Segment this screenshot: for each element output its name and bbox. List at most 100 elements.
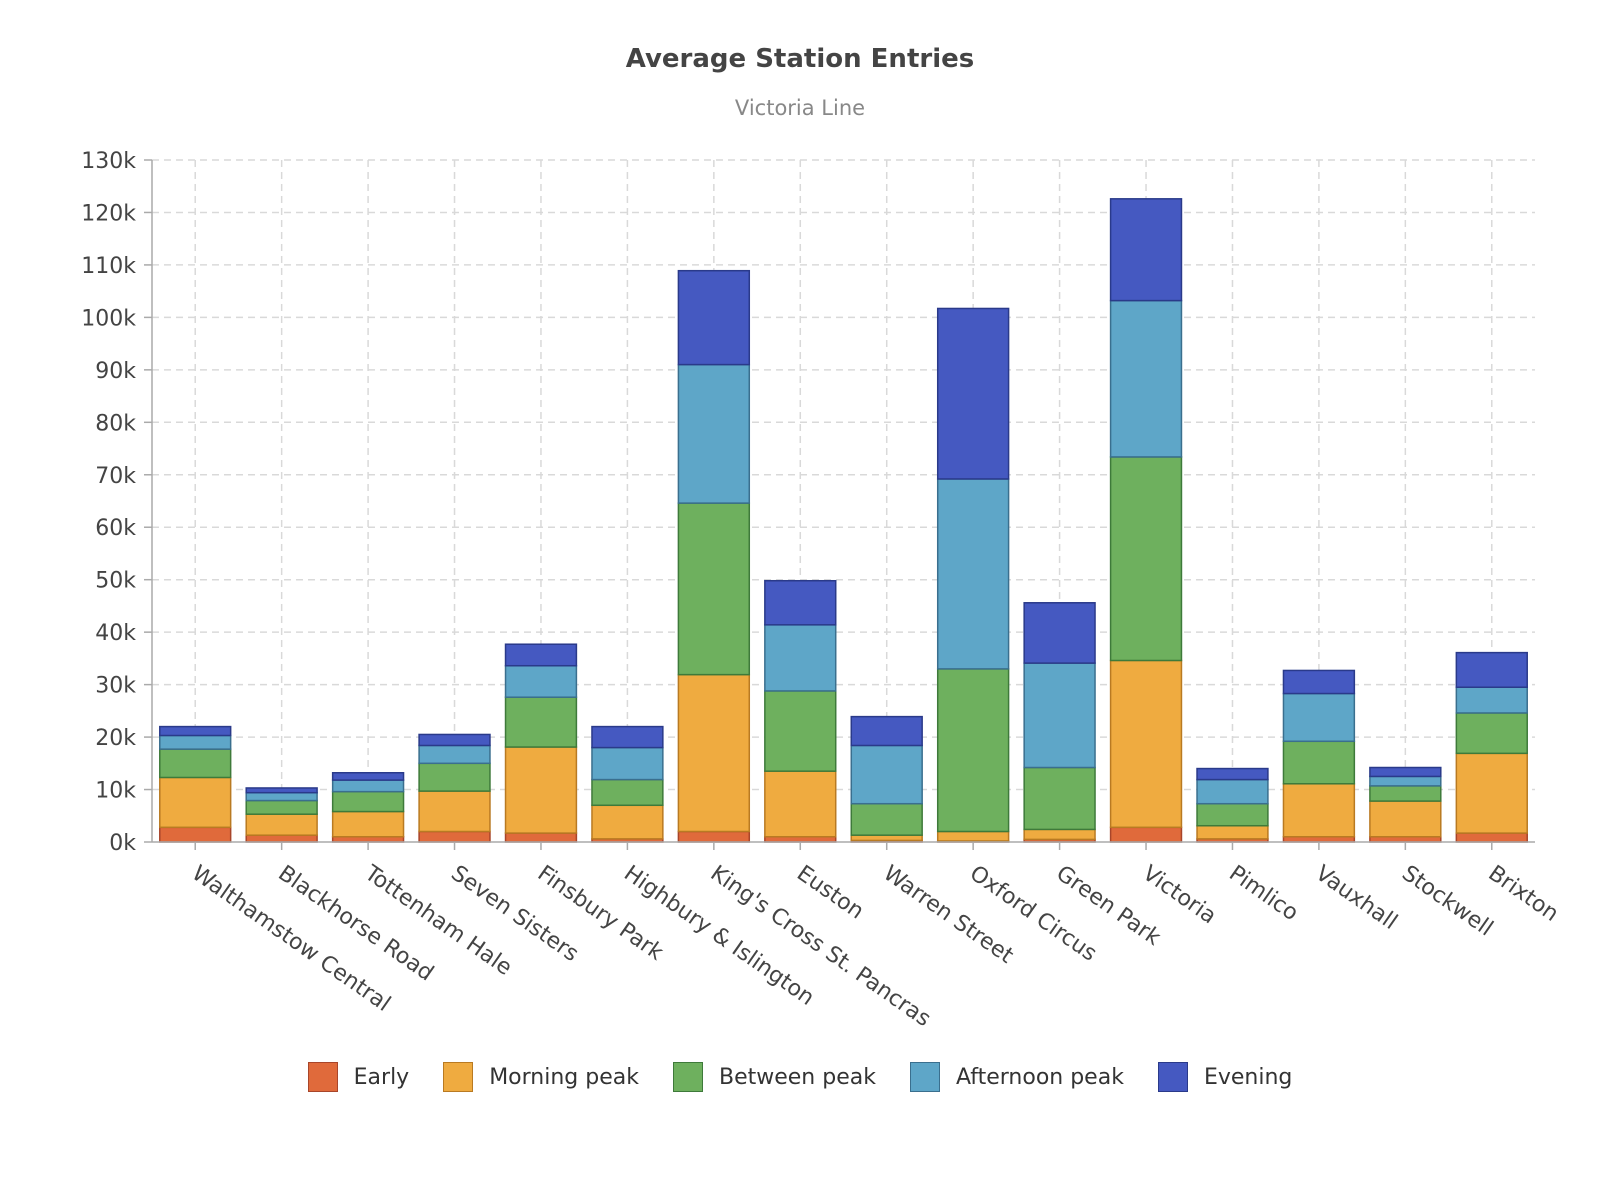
legend-item[interactable]: Evening: [1157, 1062, 1293, 1092]
bar-segment-evening[interactable]: [1109, 198, 1183, 302]
bar-segment-morning-peak[interactable]: [936, 830, 1010, 842]
bar-segment-early[interactable]: [504, 832, 578, 843]
legend-label: Between peak: [718, 1064, 876, 1090]
bar-segment-morning-peak[interactable]: [1369, 800, 1442, 838]
legend-item[interactable]: Afternoon peak: [909, 1062, 1124, 1092]
legend-item[interactable]: Between peak: [672, 1062, 876, 1092]
bar-segment-early[interactable]: [1109, 826, 1183, 843]
bar-segment-between-peak[interactable]: [1455, 712, 1528, 755]
legend-label: Morning peak: [489, 1064, 639, 1090]
bar-segment-afternoon-peak[interactable]: [504, 664, 578, 698]
bar-segment-evening[interactable]: [850, 715, 923, 747]
y-tick-label: 120k: [81, 201, 136, 226]
legend-label: Evening: [1203, 1064, 1293, 1090]
bar-segment-afternoon-peak[interactable]: [245, 791, 318, 802]
legend-item[interactable]: Early: [307, 1062, 410, 1092]
bar-segment-between-peak[interactable]: [1196, 802, 1269, 827]
bar-segment-morning-peak[interactable]: [764, 770, 837, 838]
chart-subtitle: Victoria Line: [734, 96, 866, 120]
bar-segment-morning-peak[interactable]: [504, 746, 578, 834]
bar-segment-between-peak[interactable]: [504, 696, 578, 748]
bar-layer: [159, 198, 1528, 843]
bar-segment-evening[interactable]: [936, 307, 1010, 480]
x-tick-label: Euston: [792, 861, 868, 925]
bar-segment-morning-peak[interactable]: [418, 790, 491, 833]
bar-segment-evening[interactable]: [159, 725, 232, 737]
bar-segment-between-peak[interactable]: [677, 502, 751, 676]
bar-segment-evening[interactable]: [1023, 602, 1096, 664]
bar-segment-morning-peak[interactable]: [1109, 659, 1183, 829]
x-tick-label: Pimlico: [1224, 861, 1302, 926]
bar-segment-early[interactable]: [331, 836, 405, 843]
bar-segment-evening[interactable]: [1282, 669, 1356, 695]
bar-segment-between-peak[interactable]: [418, 762, 491, 792]
bar-segment-between-peak[interactable]: [1109, 456, 1183, 662]
bar-segment-afternoon-peak[interactable]: [764, 624, 837, 692]
bar-segment-between-peak[interactable]: [936, 668, 1010, 833]
bar-segment-afternoon-peak[interactable]: [1455, 686, 1528, 714]
bar-segment-early[interactable]: [764, 836, 837, 843]
bar-segment-between-peak[interactable]: [245, 799, 318, 815]
bar-segment-early[interactable]: [1455, 832, 1528, 843]
bar-segment-early[interactable]: [1282, 836, 1356, 843]
bar-segment-morning-peak[interactable]: [850, 834, 923, 842]
bar-segment-afternoon-peak[interactable]: [1369, 775, 1442, 787]
bar-segment-early[interactable]: [1369, 836, 1442, 843]
bar-segment-morning-peak[interactable]: [1282, 783, 1356, 838]
bar-segment-between-peak[interactable]: [1369, 785, 1442, 802]
bar-segment-morning-peak[interactable]: [245, 813, 318, 836]
bar-segment-afternoon-peak[interactable]: [1282, 692, 1356, 743]
bar-segment-afternoon-peak[interactable]: [677, 363, 751, 504]
legend-swatch: [307, 1062, 338, 1092]
bar-segment-evening[interactable]: [1455, 651, 1528, 688]
bar-segment-afternoon-peak[interactable]: [1023, 662, 1096, 769]
y-tick-label: 30k: [95, 674, 136, 699]
bar-segment-evening[interactable]: [504, 643, 578, 667]
bar-segment-early[interactable]: [677, 830, 751, 843]
y-tick-label: 0k: [109, 831, 136, 856]
bar-segment-morning-peak[interactable]: [331, 810, 405, 838]
bar-segment-afternoon-peak[interactable]: [936, 478, 1010, 670]
bar-segment-evening[interactable]: [1369, 766, 1442, 778]
x-tick-label: Tottenham Hale: [359, 860, 516, 981]
bar-segment-morning-peak[interactable]: [159, 776, 232, 829]
bar-segment-morning-peak[interactable]: [677, 673, 751, 833]
bar-segment-between-peak[interactable]: [1282, 740, 1356, 785]
bar-segment-between-peak[interactable]: [1023, 766, 1096, 831]
bar-segment-morning-peak[interactable]: [591, 804, 664, 840]
legend-label: Early: [353, 1064, 410, 1090]
bar-segment-afternoon-peak[interactable]: [850, 744, 923, 805]
x-tick-label: Stockwell: [1397, 861, 1497, 941]
bar-segment-afternoon-peak[interactable]: [418, 744, 491, 765]
y-tick-label: 110k: [81, 254, 136, 279]
x-tick-label: Brixton: [1484, 861, 1563, 927]
bar-segment-afternoon-peak[interactable]: [159, 734, 232, 750]
bar-segment-morning-peak[interactable]: [1455, 752, 1528, 834]
bar-segment-afternoon-peak[interactable]: [331, 779, 405, 793]
bar-segment-morning-peak[interactable]: [1023, 828, 1096, 841]
bar-segment-early[interactable]: [418, 830, 491, 843]
bar-segment-between-peak[interactable]: [331, 790, 405, 813]
bar-segment-afternoon-peak[interactable]: [591, 746, 664, 781]
bar-segment-evening[interactable]: [764, 579, 837, 626]
bar-segment-between-peak[interactable]: [159, 748, 232, 779]
x-tick-label: Blackhorse Road: [273, 861, 437, 987]
bar-segment-afternoon-peak[interactable]: [1196, 778, 1269, 805]
bar-segment-evening[interactable]: [418, 733, 491, 747]
bar-segment-between-peak[interactable]: [850, 802, 923, 836]
bar-segment-evening[interactable]: [677, 269, 751, 366]
bar-segment-morning-peak[interactable]: [1196, 824, 1269, 840]
bar-segment-evening[interactable]: [331, 772, 405, 781]
y-tick-label: 60k: [95, 516, 136, 541]
bar-segment-early[interactable]: [159, 826, 232, 843]
bar-segment-evening[interactable]: [245, 787, 318, 794]
bar-segment-afternoon-peak[interactable]: [1109, 299, 1183, 458]
bar-segment-between-peak[interactable]: [764, 690, 837, 772]
legend-item[interactable]: Morning peak: [443, 1062, 639, 1092]
bar-segment-evening[interactable]: [591, 725, 664, 749]
bar-segment-evening[interactable]: [1196, 767, 1269, 781]
bar-segment-between-peak[interactable]: [591, 778, 664, 807]
bar-segment-early[interactable]: [245, 834, 318, 843]
y-tick-label: 20k: [95, 726, 136, 751]
